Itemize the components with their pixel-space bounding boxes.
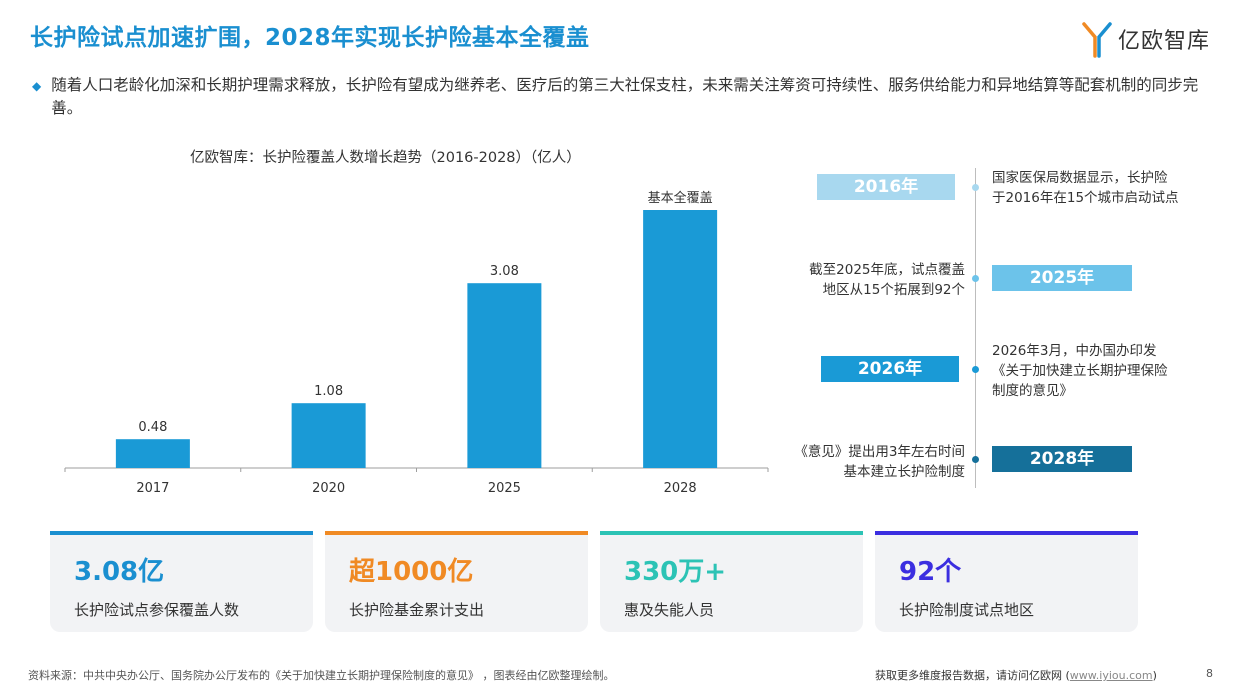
stat-card-accent-bar bbox=[325, 531, 588, 535]
x-tick-label-2028: 2028 bbox=[664, 481, 697, 496]
page-title: 长护险试点加速扩围，2028年实现长护险基本全覆盖 bbox=[30, 25, 590, 51]
timeline-desc-line: 基本建立长护险制度 bbox=[843, 464, 966, 480]
stat-value: 330万+ bbox=[624, 557, 727, 587]
timeline-desc-3: 《意见》提出用3年左右时间基本建立长护险制度 bbox=[760, 442, 965, 482]
timeline-axis bbox=[975, 168, 976, 488]
chart-title: 亿欧智库：长护险覆盖人数增长趋势（2016-2028）（亿人） bbox=[190, 150, 581, 166]
bar-2020 bbox=[291, 403, 366, 468]
stat-label: 长护险制度试点地区 bbox=[899, 601, 1035, 619]
bar-2028 bbox=[643, 210, 718, 468]
data-label-2028: 基本全覆盖 bbox=[648, 190, 713, 206]
bar-2025 bbox=[467, 283, 542, 468]
diamond-bullet-icon: ◆ bbox=[32, 79, 42, 93]
stat-card-3: 92个长护险制度试点地区 bbox=[875, 531, 1138, 632]
coverage-bar-chart: 0.48 2017 1.08 2020 3.08 2025 基本全覆盖 2028 bbox=[64, 190, 769, 496]
summary-text: 随着人口老龄化加深和长期护理需求释放，长护险有望成为继养老、医疗后的第三大社保支… bbox=[51, 76, 1199, 117]
stat-card-accent-bar bbox=[875, 531, 1138, 535]
summary-bullet: ◆ 随着人口老龄化加深和长期护理需求释放，长护险有望成为继养老、医疗后的第三大社… bbox=[32, 74, 1217, 120]
logo-text: 亿欧智库 bbox=[1118, 29, 1211, 54]
timeline-desc-2: 2026年3月，中办国办印发 《关于加快建立长期护理保险 制度的意见》 bbox=[992, 341, 1212, 401]
website-link[interactable]: www.iyiou.com bbox=[1069, 669, 1153, 682]
timeline-desc-line: 2026年3月，中办国办印发 bbox=[992, 343, 1157, 359]
footer-more: 获取更多维度报告数据，请访问亿欧网 (www.iyiou.com) bbox=[875, 667, 1157, 683]
footer-more-text: 获取更多维度报告数据，请访问亿欧网 ( bbox=[875, 669, 1070, 682]
data-label-2025: 3.08 bbox=[490, 264, 519, 279]
timeline-desc-line: 于2016年在15个城市启动试点 bbox=[992, 190, 1179, 206]
timeline-dot-icon bbox=[972, 184, 979, 191]
timeline-year-3: 2028年 bbox=[992, 446, 1132, 472]
brand-logo: 亿欧智库 bbox=[1082, 18, 1222, 60]
page-number: 8 bbox=[1206, 667, 1213, 680]
stat-card-accent-bar bbox=[600, 531, 863, 535]
stat-card-1: 超1000亿长护险基金累计支出 bbox=[325, 531, 588, 632]
timeline-dot-icon bbox=[972, 366, 979, 373]
stat-value: 超1000亿 bbox=[349, 557, 474, 587]
x-tick-label-2025: 2025 bbox=[488, 481, 521, 496]
data-label-2017: 0.48 bbox=[138, 420, 167, 435]
data-label-2020: 1.08 bbox=[314, 384, 343, 399]
stat-label: 长护险基金累计支出 bbox=[349, 601, 485, 619]
x-tick-label-2017: 2017 bbox=[136, 481, 169, 496]
timeline-dot-icon bbox=[972, 275, 979, 282]
stat-card-0: 3.08亿长护险试点参保覆盖人数 bbox=[50, 531, 313, 632]
stat-label: 惠及失能人员 bbox=[624, 601, 715, 619]
x-tick-label-2020: 2020 bbox=[312, 481, 345, 496]
timeline-desc-line: 截至2025年底，试点覆盖 bbox=[809, 262, 965, 278]
source-note: 资料来源：中共中央办公厅、国务院办公厅发布的《关于加快建立长期护理保险制度的意见… bbox=[28, 669, 615, 682]
timeline-desc-line: 《关于加快建立长期护理保险 bbox=[992, 363, 1168, 379]
timeline-desc-line: 《意见》提出用3年左右时间 bbox=[794, 444, 965, 460]
timeline-year-0: 2016年 bbox=[817, 174, 955, 200]
timeline-dot-icon bbox=[972, 456, 979, 463]
stat-value: 92个 bbox=[899, 557, 962, 587]
timeline-desc-0: 国家医保局数据显示，长护险 于2016年在15个城市启动试点 bbox=[992, 168, 1212, 208]
footer-close: ) bbox=[1152, 669, 1157, 682]
bar-2017 bbox=[115, 439, 190, 468]
logo-mark-icon bbox=[1082, 22, 1112, 58]
timeline-desc-line: 制度的意见》 bbox=[992, 383, 1073, 399]
stat-label: 长护险试点参保覆盖人数 bbox=[74, 601, 240, 619]
timeline-desc-line: 国家医保局数据显示，长护险 bbox=[992, 170, 1168, 186]
timeline-desc-1: 截至2025年底，试点覆盖地区从15个拓展到92个 bbox=[760, 260, 965, 300]
timeline-year-1: 2025年 bbox=[992, 265, 1132, 291]
stat-card-2: 330万+ 惠及失能人员 bbox=[600, 531, 863, 632]
stat-value: 3.08亿 bbox=[74, 557, 165, 587]
stat-card-accent-bar bbox=[50, 531, 313, 535]
timeline-desc-line: 地区从15个拓展到92个 bbox=[822, 282, 965, 298]
timeline-year-2: 2026年 bbox=[821, 356, 959, 382]
